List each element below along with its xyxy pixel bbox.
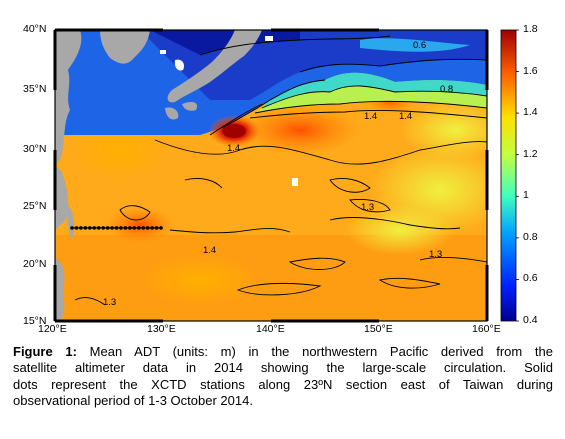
colorbar-label: 0.4 [523,314,538,326]
xctd-station-dot [88,226,92,230]
colorbar-label: 1.6 [523,65,538,77]
colorbar-ticks [516,29,519,322]
xctd-station-dot [128,226,132,230]
xctd-station-dot [70,226,74,230]
colorbar-label: 1.4 [523,106,538,118]
contour-label: 0.8 [440,84,454,95]
contour-label: 0.6 [413,40,427,51]
contour-label: 1.4 [227,143,241,154]
contour-label: 1.3 [103,297,117,308]
xctd-station-dot [110,226,114,230]
caption-line: Mean ADT (units: m) in the northwestern … [76,344,553,359]
lon-label: 120°E [38,323,67,335]
caption-line: observational period of 1-3 October 2014… [13,393,253,409]
lat-label: 40°N [23,23,47,35]
colorbar-label: 0.8 [523,231,538,243]
lon-label: 150°E [364,323,393,335]
contour-label: 1.4 [203,245,217,256]
lat-label: 20°N [23,258,47,270]
xctd-station-dot [150,226,154,230]
xctd-station-dot [83,226,88,230]
contour-label: 1.3 [429,249,443,260]
xctd-station-dot [114,226,119,230]
xctd-station-dot [101,226,105,230]
colorbar-label: 0.6 [523,272,538,284]
colorbar [500,29,517,322]
figure-label: Figure 1: [13,344,77,359]
lat-label: 15°N [23,315,47,327]
lon-label: 130°E [147,323,176,335]
xctd-station-dot [96,226,101,230]
figure-caption: Figure 1: Mean ADT (units: m) in the nor… [13,344,553,410]
contour-label: 1.4 [399,111,413,122]
xctd-station-dot [145,226,150,230]
xctd-station-dot [105,226,110,230]
lat-label: 30°N [23,143,47,155]
colorbar-label: 1.2 [523,148,538,160]
colorbar-label: 1.8 [523,23,538,35]
xctd-station-dot [141,226,145,230]
xctd-station-dot [132,226,137,230]
lat-label: 25°N [23,200,47,212]
xctd-station-dot [79,226,83,230]
xctd-station-dot [154,226,159,230]
adt-field [55,30,487,321]
colorbar-label: 1 [523,189,529,201]
xctd-station-dot [74,226,79,230]
frame-ticks [53,28,489,323]
caption-line: dots represent the XCTD stations along 2… [13,376,553,392]
contour-label: 1.3 [361,202,375,213]
xctd-station-dot [92,226,97,230]
xctd-station-dot [159,226,163,230]
xctd-station-dot [119,226,123,230]
lon-label: 160°E [472,323,501,335]
lat-label: 35°N [23,83,47,95]
caption-line: satellite altimeter data in 2014 showing… [13,360,553,376]
xctd-station-dot [123,226,128,230]
contour-label: 1.4 [364,111,378,122]
xctd-stations [70,226,163,230]
xctd-station-dot [136,226,141,230]
contour-lines [74,35,487,306]
lon-label: 140°E [256,323,285,335]
